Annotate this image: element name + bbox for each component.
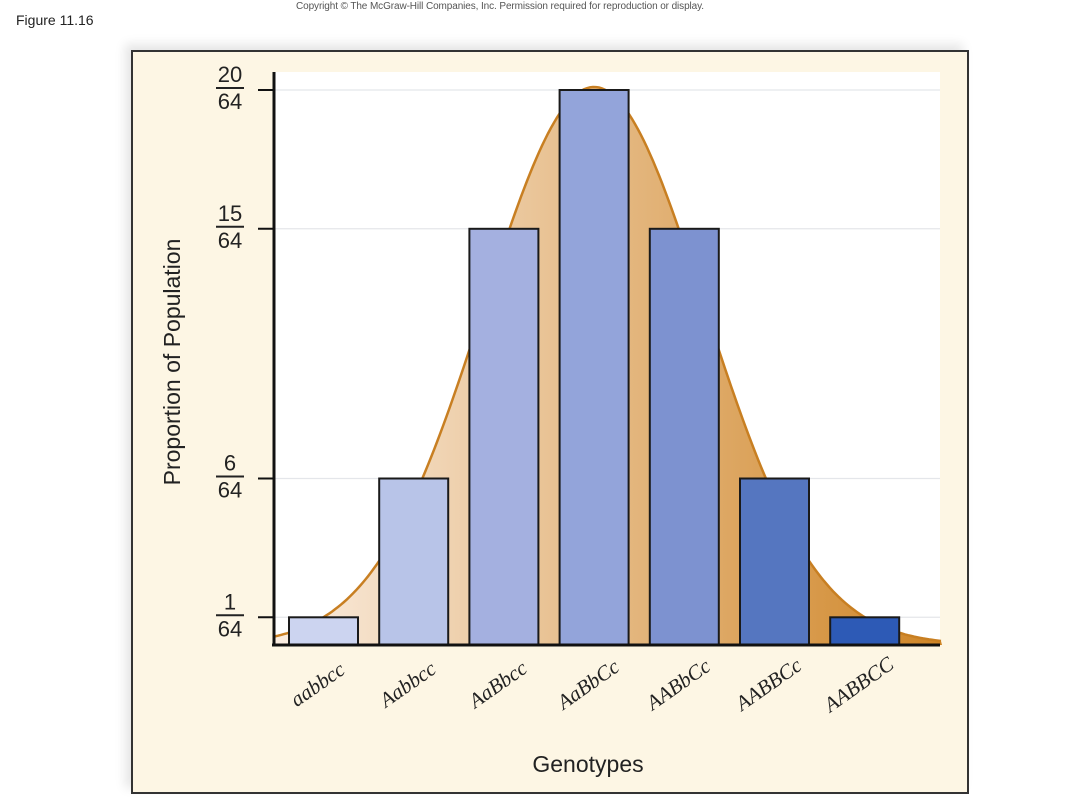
x-tick-label-AABBCc: AABBCc <box>729 653 806 717</box>
x-axis-label: Genotypes <box>532 751 643 777</box>
bars <box>288 89 901 647</box>
x-tick-label-Aabbcc: Aabbcc <box>373 656 441 713</box>
y-tick-label-numerator: 20 <box>218 62 242 87</box>
x-tick-label-AABBCC: AABBCC <box>818 651 899 718</box>
bar-Aabbcc <box>378 477 450 646</box>
x-tick-labels: aabbcc Aabbcc AaBbcc AaBbCc AABbCc AABBCc AABB… <box>286 651 899 718</box>
y-tick-label-numerator: 6 <box>224 451 236 476</box>
bar-AaBbCc <box>558 89 630 646</box>
bar-AABBCC <box>829 616 901 647</box>
axes <box>272 72 940 647</box>
bar-aabbcc <box>288 616 359 647</box>
y-axis-label: Proportion of Population <box>159 239 185 486</box>
x-tick-label-AaBbCc: AaBbCc <box>551 654 624 715</box>
bar-AABBCc <box>739 477 810 646</box>
y-tick-label-denominator: 64 <box>218 228 242 253</box>
y-tick-label-denominator: 64 <box>218 478 242 503</box>
y-tick-label-denominator: 64 <box>218 616 242 641</box>
figure-label: Figure 11.16 <box>16 12 94 28</box>
bar-AaBbcc <box>468 227 540 647</box>
x-tick-label-AABbCc: AABbCc <box>640 653 715 716</box>
x-tick-label-aabbcc: aabbcc <box>286 657 350 712</box>
bar-AABbCc <box>648 227 720 647</box>
y-tick-label-numerator: 1 <box>224 589 236 614</box>
y-tick-label-numerator: 15 <box>218 201 242 226</box>
copyright-notice: Copyright © The McGraw-Hill Companies, I… <box>296 1 704 12</box>
y-tick-label-denominator: 64 <box>218 89 242 114</box>
x-tick-label-AaBbcc: AaBbcc <box>463 655 532 714</box>
